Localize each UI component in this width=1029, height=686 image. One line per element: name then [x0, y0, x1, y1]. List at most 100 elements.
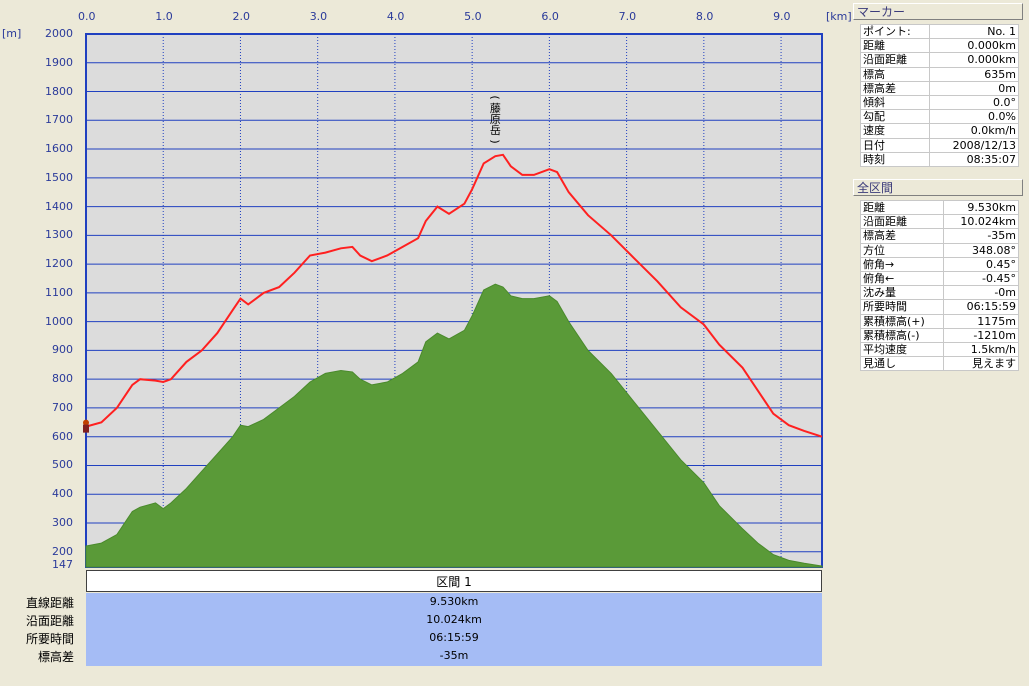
section-label: 直線距離 [25, 596, 74, 610]
x-tick-label: 3.0 [309, 10, 328, 23]
marker-value: 08:35:07 [928, 151, 1020, 167]
marker-row: 日付 2008/12/13 [860, 137, 1020, 153]
marker-row: 標高差 0m [860, 80, 1020, 96]
marker-value: 0m [928, 80, 1020, 96]
section-value: 10.024km [426, 613, 482, 626]
x-tick-label: 8.0 [695, 10, 714, 23]
total-row: 俯角→ 0.45° [860, 256, 1020, 272]
x-tick-label: 0.0 [78, 10, 96, 23]
x-tick-label: 2.0 [232, 10, 250, 23]
marker-label: 標高差 [860, 80, 930, 96]
total-row: 累積標高(-) -1210m [860, 327, 1020, 343]
section-value: -35m [439, 649, 469, 662]
total-value: -0.45° [942, 270, 1020, 287]
total-value: -35m [942, 228, 1020, 244]
total-label: 方位 [860, 242, 944, 258]
y-tick-label: 200 [52, 544, 73, 558]
marker-row: 距離 0.000km [860, 38, 1020, 54]
section-label: 所要時間 [25, 632, 74, 646]
x-tick-label: 1.0 [155, 10, 173, 23]
total-row: 累積標高(+) 1175m [860, 313, 1020, 329]
marker-row: 標高 635m [860, 66, 1020, 82]
marker-row: 勾配 0.0% [860, 109, 1020, 125]
marker-label: 日付 [860, 137, 930, 153]
section-values: 9.530km 10.024km 06:15:59 -35m [86, 593, 822, 666]
marker-label: 速度 [860, 123, 930, 139]
total-value: 1175m [942, 313, 1020, 329]
y-tick-label: 1200 [45, 257, 73, 271]
peak-annotation: (藤原岳) [488, 95, 502, 144]
y-tick-label: 300 [52, 515, 73, 529]
y-tick-label: 1400 [45, 199, 73, 213]
total-table: 距離 9.530km 沿面距離 10.024km 標高差 -35m 方位 348.08° 俯角→… [860, 199, 1020, 372]
marker-label: 距離 [860, 38, 930, 54]
y-tick-label: 800 [52, 372, 73, 386]
marker-value: 0.0° [928, 94, 1020, 111]
terrain-area [85, 283, 823, 568]
y-min-label: 147 [52, 558, 73, 571]
elevation-profile-line [85, 153, 823, 438]
total-label: 俯角← [860, 270, 944, 287]
marker-value: 0.0% [928, 109, 1020, 125]
y-tick-label: 1100 [45, 285, 73, 299]
section-header[interactable]: 区間 1 [86, 570, 822, 592]
y-tick-label: 1700 [45, 113, 73, 127]
y-tick-label: 700 [52, 400, 73, 414]
total-label: 距離 [860, 199, 944, 216]
y-tick-label: 1600 [45, 142, 73, 156]
x-tick-label: 6.0 [541, 10, 559, 23]
x-tick-label: 5.0 [464, 10, 482, 23]
marker-table: ポイント: No. 1 距離 0.000km 沿面距離 0.000km 標高 635m 標高差 0… [860, 23, 1020, 167]
total-label: 俯角→ [860, 256, 944, 272]
total-label: 沈み量 [860, 285, 944, 301]
y-tick-label: 500 [52, 458, 73, 472]
total-value: 1.5km/h [942, 341, 1020, 358]
total-row: 所要時間 06:15:59 [860, 299, 1020, 315]
total-row: 方位 348.08° [860, 242, 1020, 258]
hiker-marker-body [83, 424, 89, 433]
marker-label: 標高 [860, 66, 930, 82]
total-row: 俯角← -0.45° [860, 270, 1020, 287]
total-row: 平均速度 1.5km/h [860, 341, 1020, 358]
total-value: 9.530km [942, 199, 1020, 216]
total-value: -1210m [942, 327, 1020, 343]
marker-panel-title: マーカー [853, 3, 1023, 20]
marker-label: 時刻 [860, 151, 930, 167]
total-row: 距離 9.530km [860, 199, 1020, 216]
marker-row: 時刻 08:35:07 [860, 151, 1020, 167]
marker-value: 0.000km [928, 38, 1020, 54]
x-unit-label: [km] [826, 10, 852, 23]
total-label: 見通し [860, 356, 944, 372]
marker-value: 0.0km/h [928, 123, 1020, 139]
marker-row: ポイント: No. 1 [860, 23, 1020, 40]
total-value: -0m [942, 285, 1020, 301]
total-row: 見通し 見えます [860, 356, 1020, 372]
total-row: 沿面距離 10.024km [860, 214, 1020, 230]
y-tick-label: 400 [52, 487, 73, 501]
y-tick-label: 1800 [45, 84, 73, 98]
marker-value: 0.000km [928, 52, 1020, 68]
total-row: 沈み量 -0m [860, 285, 1020, 301]
y-unit-label: [m] [2, 27, 22, 40]
total-value: 06:15:59 [942, 299, 1020, 315]
y-tick-label: 1900 [45, 55, 73, 69]
total-label: 累積標高(+) [860, 313, 944, 329]
marker-label: 勾配 [860, 109, 930, 125]
marker-value: 635m [928, 66, 1020, 82]
x-tick-label: 7.0 [618, 10, 637, 23]
total-value: 348.08° [942, 242, 1020, 258]
total-label: 累積標高(-) [860, 327, 944, 343]
marker-label: ポイント: [860, 23, 930, 40]
elevation-chart[interactable] [0, 0, 852, 572]
y-tick-label: 1300 [45, 228, 73, 242]
total-value: 見えます [942, 356, 1020, 372]
y-tick-label: 2000 [45, 27, 73, 40]
total-panel-title: 全区間 [853, 179, 1023, 196]
x-tick-label: 4.0 [386, 10, 405, 23]
marker-row: 速度 0.0km/h [860, 123, 1020, 139]
marker-label: 傾斜 [860, 94, 930, 111]
section-value: 9.530km [429, 595, 479, 608]
marker-value: No. 1 [928, 23, 1020, 40]
total-value: 0.45° [942, 256, 1020, 272]
total-label: 平均速度 [860, 341, 944, 358]
